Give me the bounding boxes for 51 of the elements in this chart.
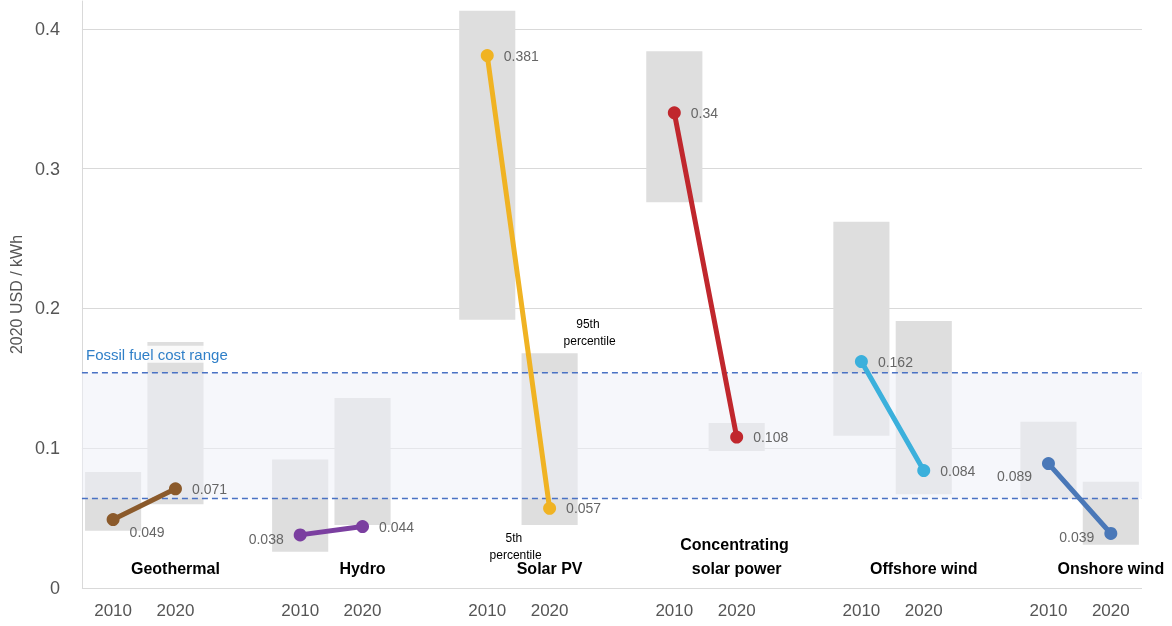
- x-tick-label: 2020: [156, 601, 195, 620]
- annotation: Onshore wind: [1057, 559, 1165, 577]
- x-tick-label: 2010: [281, 601, 320, 620]
- data-label: 0.084: [940, 462, 976, 479]
- point: [480, 49, 494, 62]
- annotation: Solar PV: [516, 559, 583, 577]
- point: [730, 430, 744, 444]
- point: [356, 520, 370, 533]
- point: [667, 106, 681, 120]
- annotation: 5th percentile: [489, 530, 542, 562]
- data-label: 0.108: [753, 429, 789, 446]
- data-label: 0.057: [566, 500, 602, 517]
- point: [917, 464, 931, 478]
- data-label: 0.049: [129, 523, 165, 540]
- x-tick-label: 2020: [1091, 601, 1130, 620]
- x-tick-label: 2010: [842, 601, 881, 620]
- data-label: 0.381: [503, 47, 539, 64]
- data-label: 0.089: [996, 467, 1033, 484]
- x-tick-label: 2010: [468, 601, 507, 620]
- point: [168, 482, 182, 496]
- point: [1041, 457, 1055, 471]
- annotation: 95th percentile: [563, 316, 616, 348]
- annotation: Geothermal: [131, 559, 220, 577]
- point: [106, 513, 120, 527]
- x-tick-label: 2010: [1029, 601, 1068, 620]
- x-tick-label: 2010: [655, 601, 694, 620]
- x-tick-label: 2020: [530, 601, 569, 620]
- annotation: Hydro: [339, 559, 386, 577]
- point: [293, 528, 307, 542]
- point: [1104, 527, 1118, 540]
- y-tick-label: 0.1: [34, 438, 60, 459]
- data-label: 0.162: [877, 353, 914, 370]
- data-label: 0.34: [690, 104, 719, 121]
- point: [543, 501, 557, 515]
- x-tick-label: 2010: [94, 601, 133, 620]
- data-label: 0.071: [191, 480, 228, 497]
- y-tick-label: 0.4: [34, 18, 60, 39]
- y-tick-label: 0: [49, 578, 60, 598]
- band-label: Fossil fuel cost range: [86, 345, 228, 363]
- y-tick-label: 0.3: [34, 158, 60, 179]
- y-axis-title: 2020 USD / kWh: [7, 234, 25, 355]
- data-label: 0.039: [1059, 529, 1095, 546]
- point: [854, 355, 868, 369]
- data-label: 0.038: [248, 530, 284, 547]
- x-tick-label: 2020: [343, 601, 382, 620]
- x-tick-label: 2020: [717, 601, 756, 620]
- x-tick-label: 2020: [904, 601, 943, 620]
- annotation: Concentrating solar power: [680, 535, 794, 577]
- annotation: Offshore wind: [869, 559, 978, 577]
- data-label: 0.044: [379, 518, 415, 535]
- y-tick-label: 0.2: [34, 298, 60, 319]
